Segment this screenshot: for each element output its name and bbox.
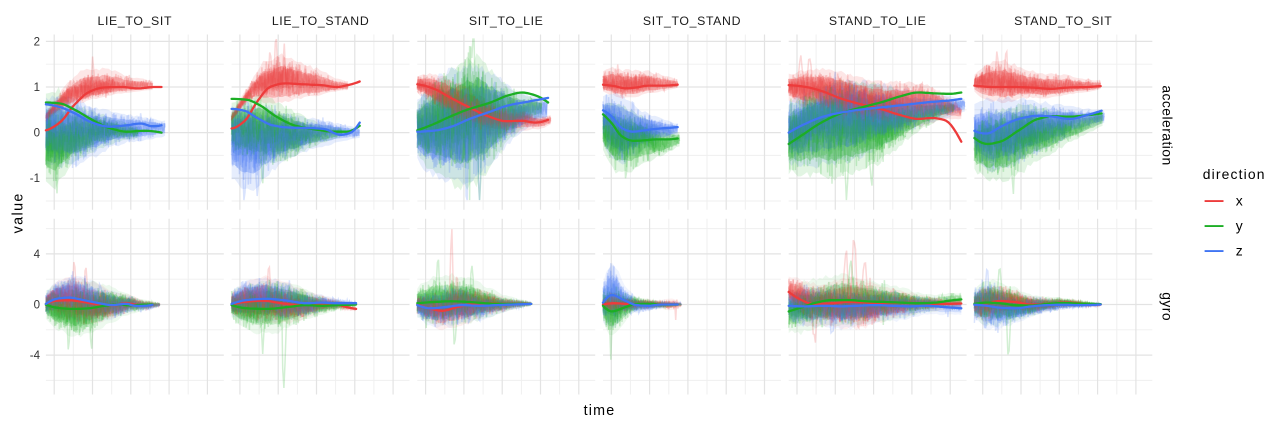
svg-text:value: value xyxy=(10,192,26,233)
svg-text:STAND_TO_LIE: STAND_TO_LIE xyxy=(829,14,927,28)
svg-text:0: 0 xyxy=(34,300,40,312)
svg-text:LIE_TO_SIT: LIE_TO_SIT xyxy=(97,14,172,28)
svg-text:LIE_TO_STAND: LIE_TO_STAND xyxy=(272,14,370,28)
svg-text:acceleration: acceleration xyxy=(1160,85,1176,165)
svg-text:1: 1 xyxy=(34,82,40,94)
svg-text:STAND_TO_SIT: STAND_TO_SIT xyxy=(1014,14,1112,28)
svg-text:0: 0 xyxy=(34,128,40,140)
svg-text:direction: direction xyxy=(1203,166,1266,182)
svg-text:SIT_TO_LIE: SIT_TO_LIE xyxy=(469,14,544,28)
svg-text:-1: -1 xyxy=(30,173,40,185)
svg-text:x: x xyxy=(1236,192,1243,208)
svg-text:y: y xyxy=(1236,217,1243,233)
svg-text:z: z xyxy=(1236,242,1243,258)
svg-text:4: 4 xyxy=(34,249,41,261)
svg-text:SIT_TO_STAND: SIT_TO_STAND xyxy=(643,14,741,28)
svg-text:time: time xyxy=(584,403,616,419)
svg-text:2: 2 xyxy=(34,36,40,48)
svg-text:gyro: gyro xyxy=(1160,292,1176,321)
svg-text:-4: -4 xyxy=(30,350,41,362)
